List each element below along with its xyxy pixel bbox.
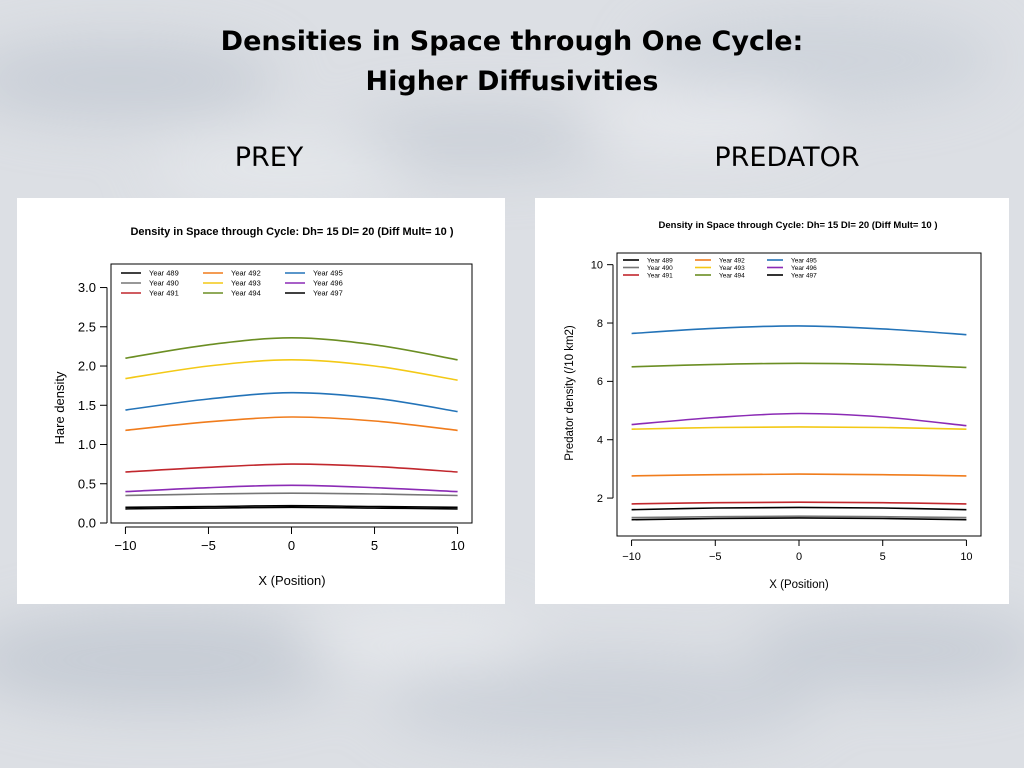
legend-label: Year 497 <box>313 289 343 298</box>
legend-label: Year 491 <box>647 272 673 279</box>
y-tick-label: 4 <box>597 435 603 447</box>
y-tick-label: 2.0 <box>78 359 96 374</box>
legend-label: Year 494 <box>231 289 261 298</box>
x-tick-label: 5 <box>880 551 886 563</box>
y-axis: 0.0 0.5 1.0 1.5 2.0 2.5 3.0 <box>78 280 108 531</box>
y-tick-label: 0.5 <box>78 476 96 491</box>
series-lines <box>125 336 458 510</box>
chart-title: Density in Space through Cycle: Dh= 15 D… <box>659 220 938 231</box>
y-tick-label: 2.5 <box>78 319 96 334</box>
y-tick-label: 6 <box>597 376 603 388</box>
x-tick-label: −5 <box>709 551 722 563</box>
legend-label: Year 494 <box>719 272 745 279</box>
y-axis-label: Predator density (/10 km2) <box>564 325 576 461</box>
predator-label: PREDATOR <box>714 142 860 173</box>
x-tick-label: 0 <box>796 551 802 563</box>
plot-frame <box>110 263 473 524</box>
predator-chart-panel: Density in Space through Cycle: Dh= 15 D… <box>535 198 1009 604</box>
series-line <box>125 336 458 361</box>
legend-label: Year 489 <box>647 257 673 264</box>
legend-label: Year 490 <box>149 279 179 288</box>
slide-title: Densities in Space through One Cycle: Hi… <box>0 22 1024 102</box>
x-tick-label: 10 <box>450 538 464 553</box>
y-tick-label: 0.0 <box>78 516 96 531</box>
x-tick-label: 10 <box>960 551 972 563</box>
series-line <box>125 463 458 473</box>
legend-label: Year 496 <box>313 279 343 288</box>
legend-label: Year 495 <box>791 257 817 264</box>
legend-label: Year 492 <box>719 257 745 264</box>
series-line <box>631 473 967 477</box>
series-line <box>631 501 967 505</box>
x-tick-label: −10 <box>622 551 641 563</box>
series-line <box>631 515 967 519</box>
series-line <box>631 426 967 430</box>
prey-label: PREY <box>234 142 304 173</box>
slide-title-line2: Higher Diffusivities <box>365 66 659 97</box>
series-line <box>631 362 967 369</box>
y-axis-label: Hare density <box>52 371 67 444</box>
series-line <box>125 358 458 381</box>
series-line <box>125 504 458 509</box>
legend-label: Year 490 <box>647 265 673 272</box>
series-line <box>125 492 458 497</box>
y-tick-label: 2 <box>597 493 603 505</box>
legend-label: Year 495 <box>313 269 343 278</box>
legend-label: Year 496 <box>791 265 817 272</box>
x-tick-label: 0 <box>288 538 295 553</box>
legend-label: Year 493 <box>719 265 745 272</box>
chart-title: Density in Space through Cycle: Dh= 15 D… <box>130 226 453 238</box>
y-tick-label: 1.5 <box>78 398 96 413</box>
series-line <box>631 412 967 427</box>
series-line <box>125 391 458 413</box>
series-line <box>631 506 967 511</box>
prey-chart-panel: Density in Space through Cycle: Dh= 15 D… <box>17 198 505 604</box>
x-axis: −10 −5 0 5 10 <box>622 539 973 563</box>
x-tick-label: −5 <box>201 538 216 553</box>
x-axis-label: X (Position) <box>769 579 829 591</box>
x-axis: −10 −5 0 5 10 <box>114 526 465 553</box>
series-line <box>125 416 458 432</box>
plot-frame <box>616 252 982 537</box>
series-line <box>631 325 967 336</box>
legend-label: Year 497 <box>791 272 817 279</box>
slide-title-line1: Densities in Space through One Cycle: <box>220 26 804 57</box>
legend-label: Year 492 <box>231 269 261 278</box>
y-tick-label: 3.0 <box>78 280 96 295</box>
series-line <box>125 484 458 493</box>
y-axis: 2 4 6 8 10 <box>591 260 614 505</box>
y-tick-label: 1.0 <box>78 437 96 452</box>
series-lines <box>631 325 967 521</box>
predator-density-chart: Density in Space through Cycle: Dh= 15 D… <box>564 220 982 591</box>
x-tick-label: −10 <box>114 538 136 553</box>
legend-label: Year 491 <box>149 289 179 298</box>
y-tick-label: 8 <box>597 318 603 330</box>
y-tick-label: 10 <box>591 260 603 272</box>
x-tick-label: 5 <box>371 538 378 553</box>
legend-label: Year 493 <box>231 279 261 288</box>
legend-label: Year 489 <box>149 269 179 278</box>
x-axis-label: X (Position) <box>258 573 325 588</box>
prey-density-chart: Density in Space through Cycle: Dh= 15 D… <box>52 226 473 588</box>
series-line <box>125 506 458 510</box>
series-line <box>631 517 967 521</box>
